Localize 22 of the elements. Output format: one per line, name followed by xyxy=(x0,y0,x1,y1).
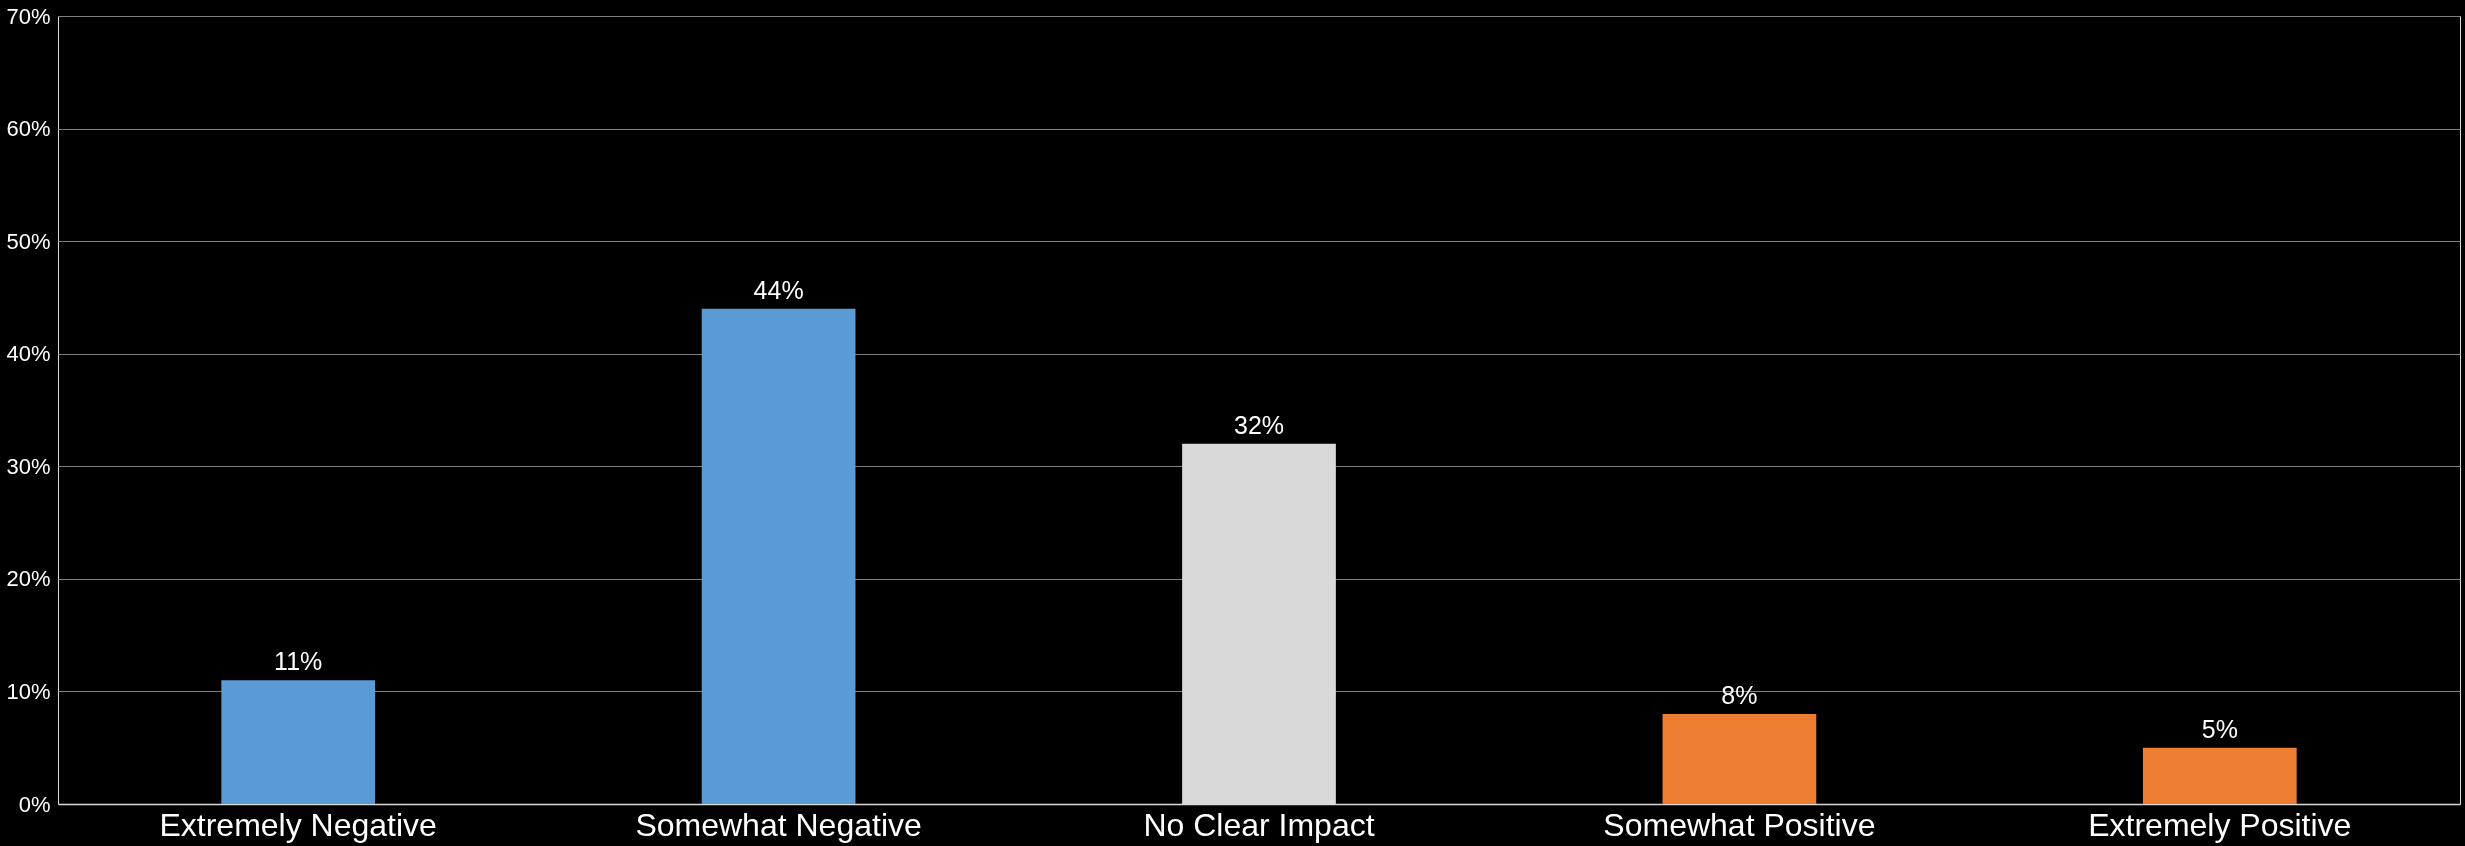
y-tick-label: 0% xyxy=(18,791,51,817)
y-tick-label: 20% xyxy=(6,566,51,592)
bar xyxy=(2142,747,2297,804)
x-tick-label: Extremely Negative xyxy=(159,806,437,843)
bar xyxy=(701,308,856,804)
data-label: 8% xyxy=(1721,680,1758,709)
data-label: 32% xyxy=(1233,410,1285,439)
x-tick-label: Somewhat Positive xyxy=(1603,806,1876,843)
x-tick-label: No Clear Impact xyxy=(1143,806,1375,843)
data-label: 44% xyxy=(753,275,804,304)
y-tick-label: 10% xyxy=(6,678,51,704)
y-tick-label: 70% xyxy=(6,3,51,29)
x-tick-label: Somewhat Negative xyxy=(635,806,922,843)
y-tick-label: 30% xyxy=(6,453,51,479)
data-label: 11% xyxy=(274,647,323,676)
bar xyxy=(1662,713,1817,804)
y-tick-label: 40% xyxy=(6,341,51,367)
y-tick-label: 60% xyxy=(6,116,51,142)
x-tick-label: Extremely Positive xyxy=(2088,806,2352,843)
y-tick-label: 50% xyxy=(6,228,51,254)
bar xyxy=(221,680,376,804)
data-label: 5% xyxy=(2201,714,2238,743)
